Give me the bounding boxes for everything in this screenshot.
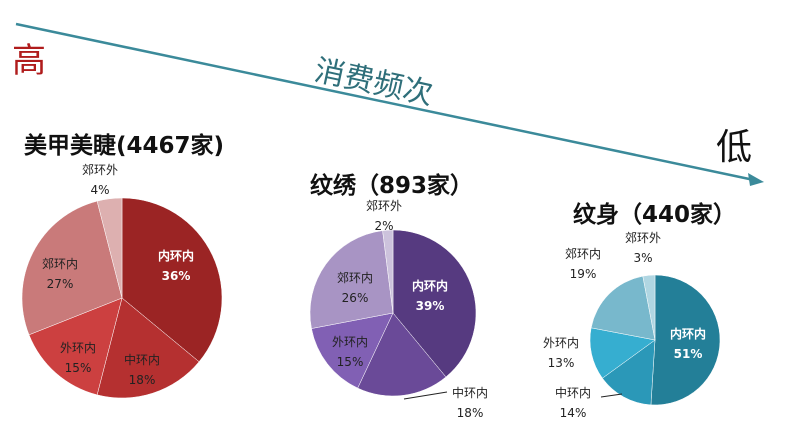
pie-slice [96, 197, 123, 299]
chart-title-nail: 美甲美睫(4467家) [24, 133, 225, 159]
chart-title-embroidery: 纹绣（893家） [310, 173, 474, 199]
slice-label: 中环内 18% [124, 353, 161, 388]
pie-slice [650, 274, 721, 406]
pie-slice [602, 339, 656, 406]
slice-label: 中环内 14% [555, 386, 592, 421]
slice-label: 中环内 18% [452, 386, 489, 421]
pie-slice [28, 297, 123, 396]
pie-slice [311, 312, 394, 389]
pie-slice [309, 230, 394, 329]
slice-label: 内环内 36% [158, 249, 195, 284]
pie-slice [96, 297, 200, 399]
slice-label: 郊环内 19% [565, 247, 602, 282]
pie-chart-embroidery [309, 229, 477, 397]
high-label: 高 [12, 41, 46, 81]
slice-label: 郊环外 2% [366, 199, 403, 234]
chart-title-tattoo: 纹身（440家） [573, 202, 737, 228]
pie-slice [590, 275, 656, 341]
slice-label: 外环内 13% [543, 336, 580, 371]
slice-label: 郊环内 26% [337, 271, 374, 306]
pie-slice [642, 274, 656, 341]
slice-label: 内环内 51% [670, 327, 707, 362]
pie-slice [21, 200, 123, 336]
pie-chart-tattoo [589, 274, 721, 406]
slice-label: 内环内 39% [412, 279, 449, 314]
pie-slice [392, 229, 477, 378]
low-label: 低 [716, 127, 753, 168]
slice-label: 郊环内 27% [42, 257, 79, 292]
slice-label: 郊环外 3% [625, 231, 662, 266]
slice-label: 外环内 15% [332, 335, 369, 370]
pie-chart-nail [21, 197, 223, 399]
slice-label: 郊环外 4% [82, 163, 119, 198]
pie-slice [121, 197, 223, 363]
pie-slice [382, 229, 394, 314]
slice-label: 外环内 15% [60, 341, 97, 376]
pie-slice [357, 312, 447, 397]
